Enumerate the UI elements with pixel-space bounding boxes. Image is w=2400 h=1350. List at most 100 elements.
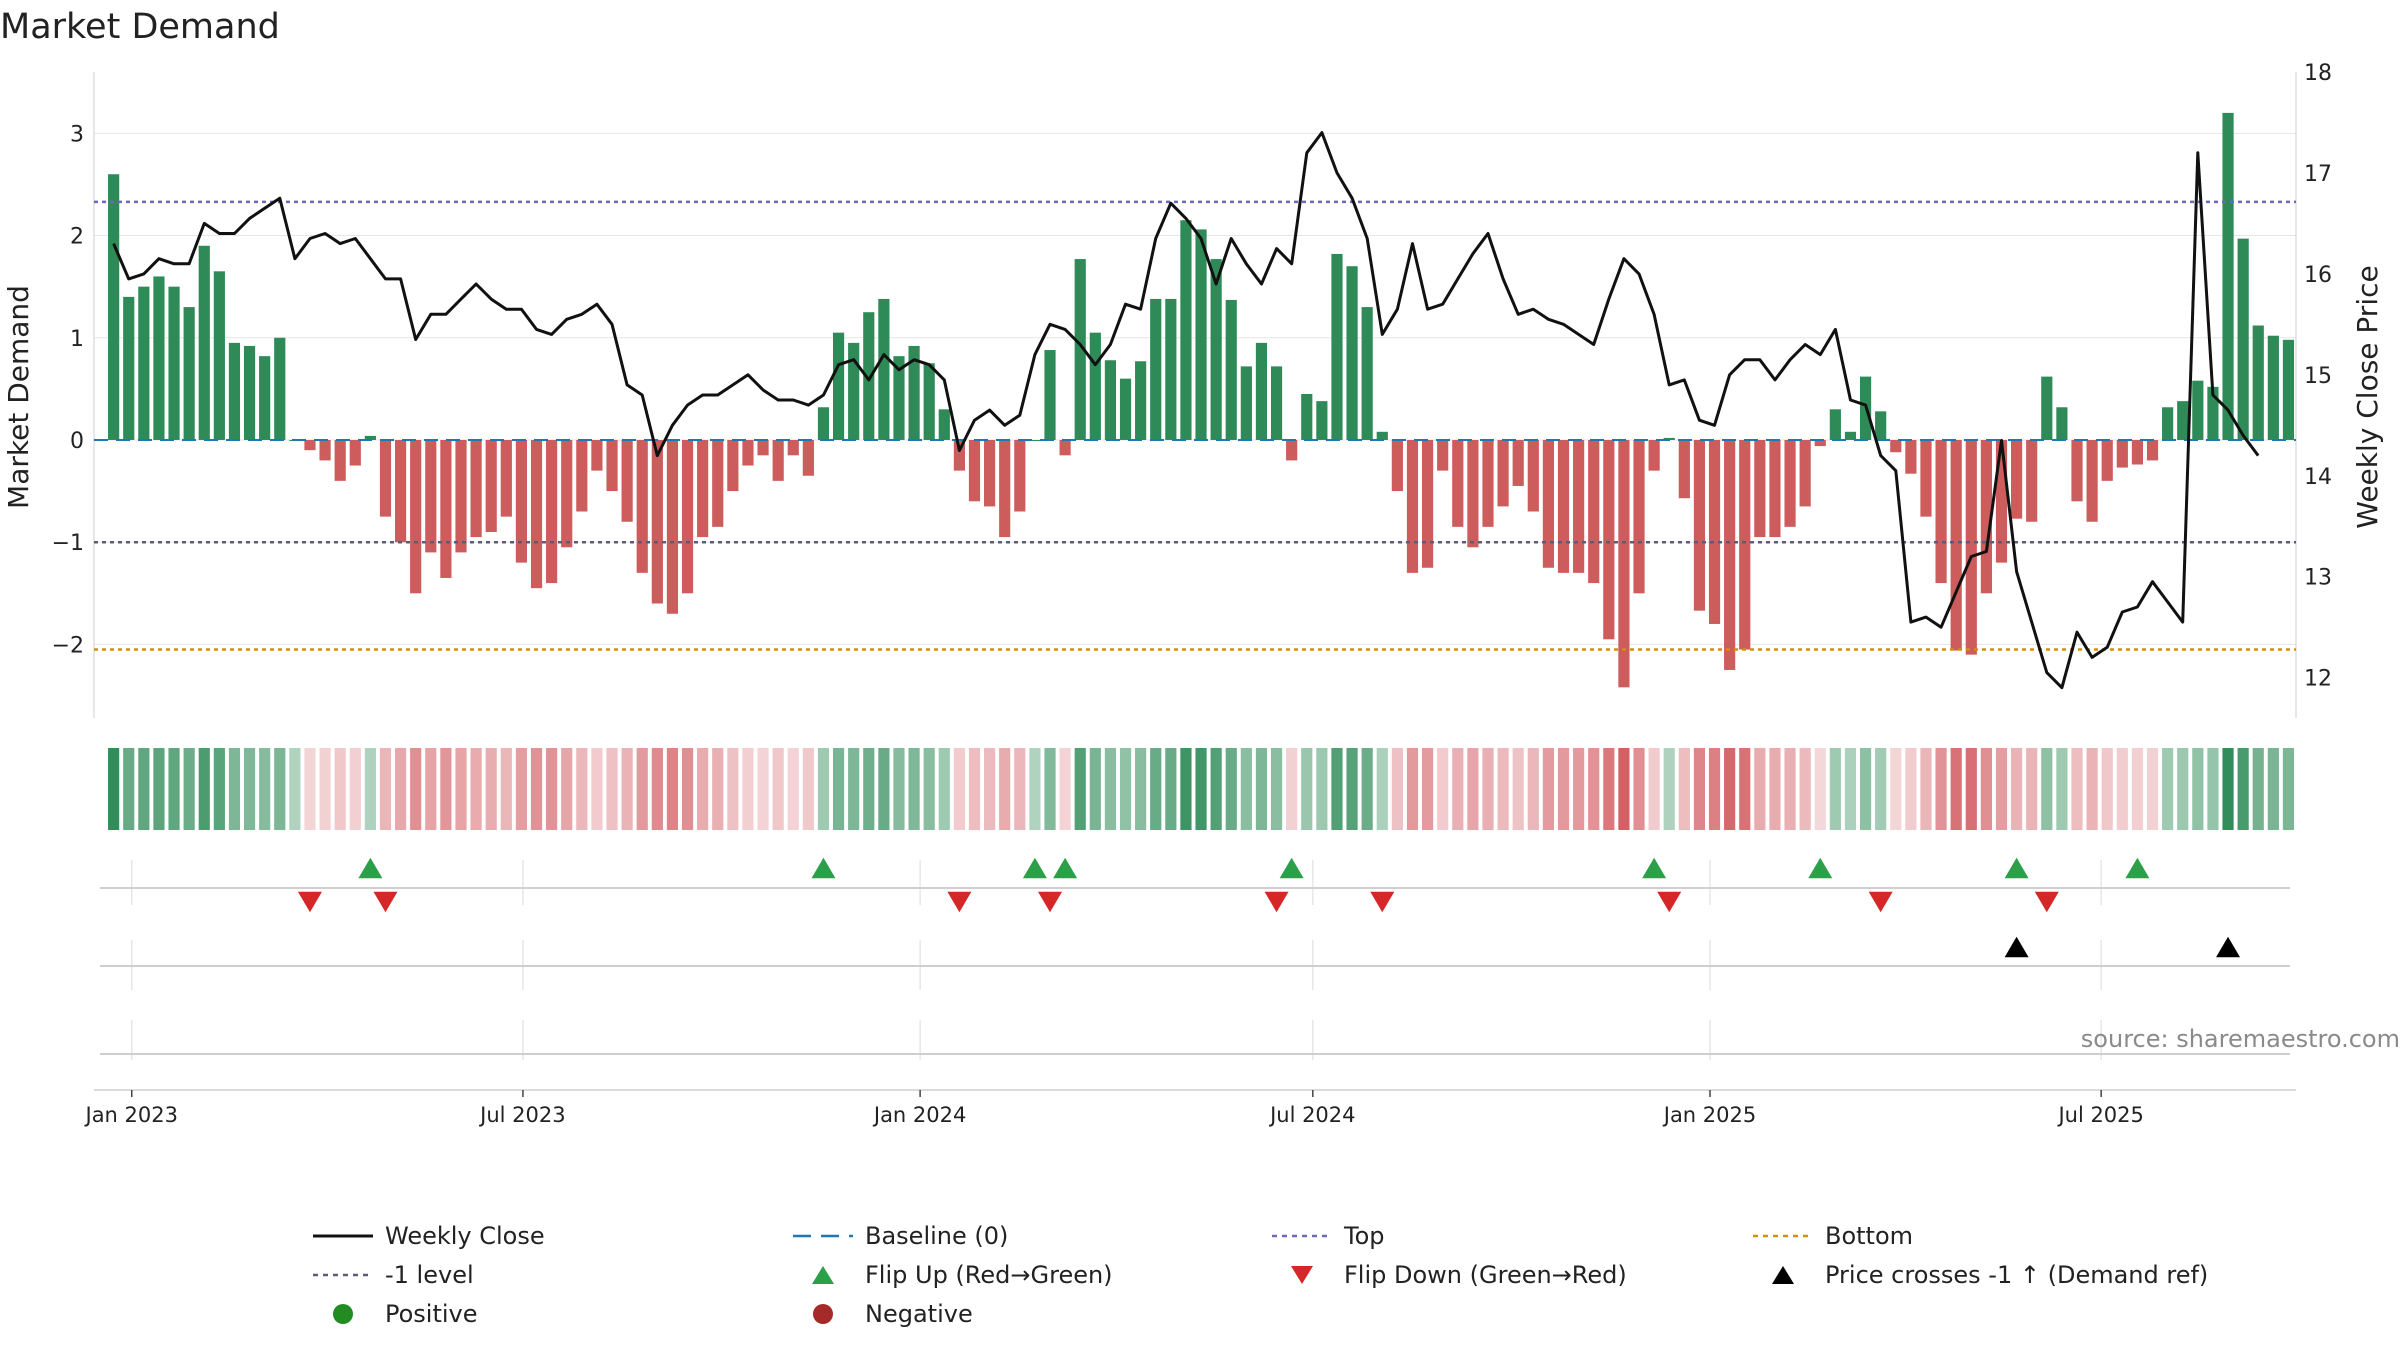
demand-bar [1391,439,1403,492]
intensity-strip [108,748,2295,830]
demand-bar [1135,361,1147,440]
strip-cell [123,748,135,830]
demand-bar [636,439,648,573]
demand-bar [1588,439,1600,584]
strip-cell [1467,748,1479,830]
demand-bar [1512,439,1524,486]
demand-bar [908,345,920,440]
weekly-close-line [112,131,2260,690]
strip-cell [2146,748,2159,830]
legend-flip-down-label: Flip Down (Green→Red) [1344,1261,1627,1289]
strip-cell [1165,748,1177,830]
strip-cell [1406,748,1419,830]
flip-up-marker [1642,857,1667,879]
demand-bar [243,345,256,440]
flip-up-marker [2004,857,2029,879]
strip-cell [2267,748,2279,830]
date-tick-label: Jul 2023 [478,1103,565,1127]
demand-bar [923,363,935,440]
demand-bar [546,439,558,584]
demand-bar [1890,439,1902,453]
demand-bar [410,439,422,594]
y-tick-label: 2 [70,225,84,250]
demand-bar [1965,439,1977,655]
strip-cell [304,748,316,830]
y2-tick-label: 13 [2304,566,2332,591]
demand-bar [1346,266,1358,440]
y2-tick-label: 15 [2304,364,2332,389]
demand-bar [2282,339,2295,440]
strip-cell [848,748,860,830]
demand-bar [1014,439,1026,512]
strip-cell [1920,748,1932,830]
strip-cell [1014,748,1026,830]
legend-negative-handle [813,1304,833,1324]
strip-cell [908,748,920,830]
flip-up-marker [1053,857,1078,879]
demand-bar [681,439,694,594]
strip-cell [1754,748,1766,830]
strip-cell [999,748,1011,830]
strip-cell [1135,748,1147,830]
demand-bar [2086,439,2098,522]
demand-bar [666,439,679,614]
demand-bar [395,439,407,543]
strip-cell [1074,748,1086,830]
demand-bar [2116,439,2128,468]
demand-bar [2207,386,2219,440]
strip-cell [1859,748,1872,830]
flip-down-marker [1370,891,1395,913]
demand-bar [576,439,588,512]
y-tick-label: 1 [70,327,84,352]
strip-cell [485,748,497,830]
strip-cell [395,748,407,830]
strip-cell [1663,748,1675,830]
strip-cell [2116,748,2128,830]
strip-cell [2207,748,2219,830]
demand-bar [183,307,195,440]
demand-bar [561,439,573,548]
demand-bar [440,439,452,578]
demand-bar [1361,307,1373,440]
demand-bar [802,439,814,476]
strip-cell [953,748,965,830]
strip-cell [2086,748,2098,830]
demand-bar [2177,401,2189,440]
strip-cell [1708,748,1721,830]
strip-cell [2131,748,2144,830]
strip-cell [1542,748,1554,830]
legend-baseline-label: Baseline (0) [865,1222,1008,1250]
demand-bar [2162,407,2174,440]
strip-cell [2162,748,2174,830]
demand-bar [1482,439,1494,527]
strip-cell [470,748,482,830]
strip-cell [455,748,467,830]
strip-cell [666,748,679,830]
strip-cell [651,748,663,830]
demand-bar [2056,407,2068,440]
legend-top-label: Top [1343,1222,1385,1250]
strip-cell [153,748,165,830]
strip-cell [1195,748,1207,830]
demand-bar [168,286,180,440]
y-tick-label: 0 [70,429,84,454]
legend-negative-label: Negative [865,1300,973,1328]
demand-bar [968,439,981,502]
strip-cell [138,748,150,830]
strip-cell [636,748,648,830]
demand-bar [1739,439,1751,650]
strip-cell [1799,748,1811,830]
demand-bar [1693,439,1706,611]
signal-markers [297,857,2241,958]
strip-cell [2282,748,2295,830]
demand-bar [1829,409,1841,440]
strip-cell [1301,748,1313,830]
demand-bar [228,342,241,440]
demand-bar [1799,439,1811,507]
strip-cell [1724,748,1736,830]
demand-bar [1074,259,1086,440]
strip-cell [1890,748,1902,830]
strip-cell [1346,748,1358,830]
demand-bar [1875,411,1887,440]
demand-bar [1406,439,1419,573]
